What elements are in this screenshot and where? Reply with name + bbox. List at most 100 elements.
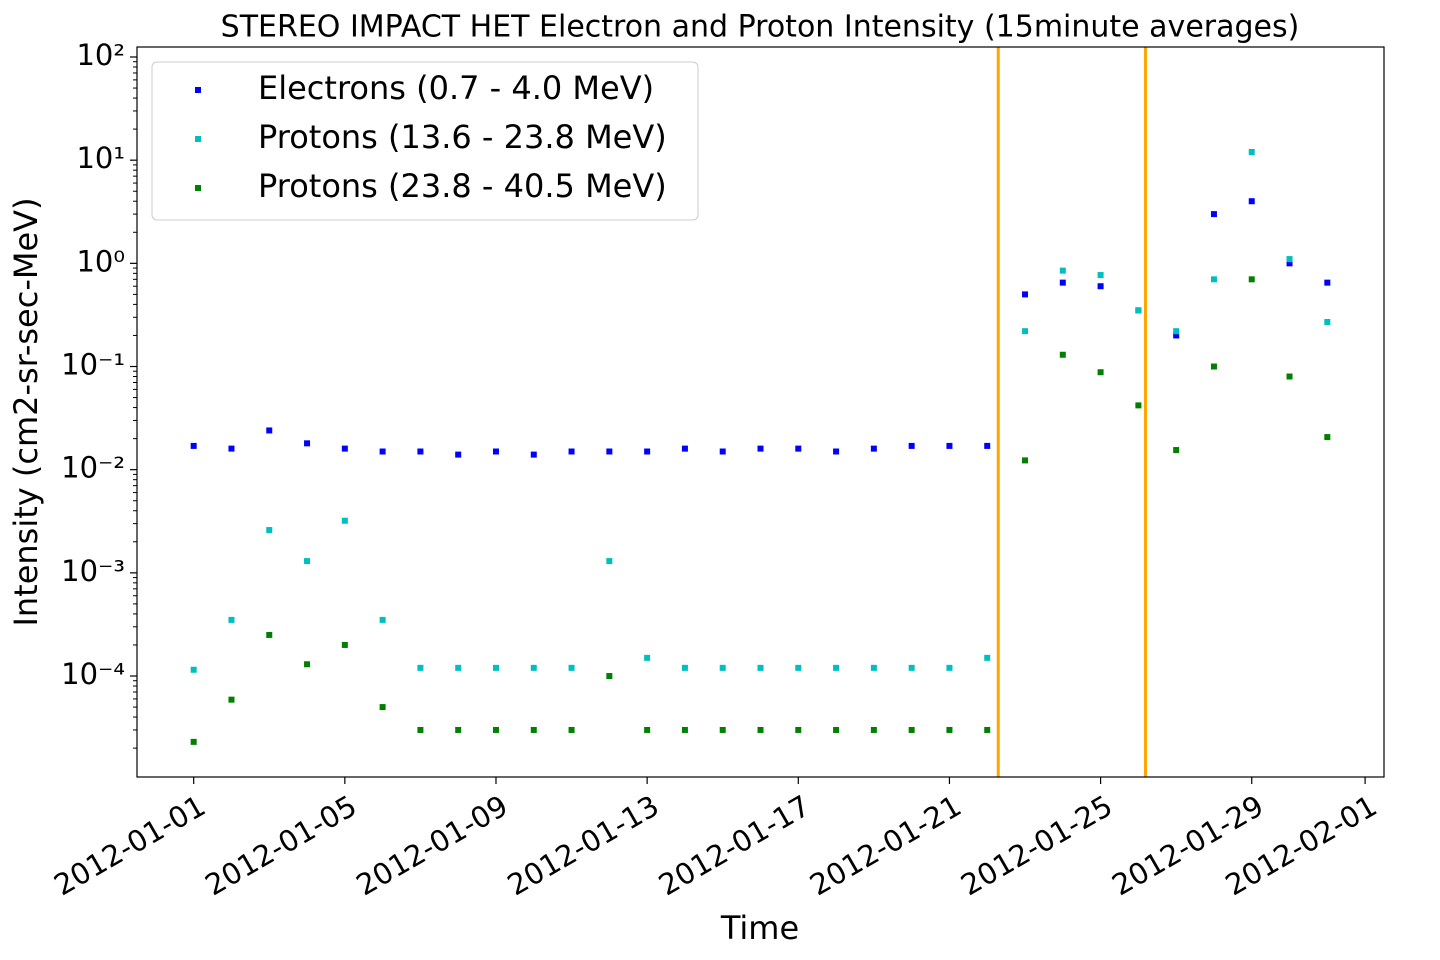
data-point	[719, 664, 726, 671]
data-point	[946, 726, 953, 733]
data-point	[530, 664, 537, 671]
y-tick-label: 10⁰	[76, 244, 125, 278]
data-point	[1022, 291, 1029, 298]
data-point	[228, 445, 235, 452]
data-point	[1097, 272, 1104, 279]
data-point	[833, 664, 840, 671]
y-tick-label: 10⁻¹	[61, 348, 125, 382]
data-point	[568, 726, 575, 733]
data-point	[341, 517, 348, 524]
data-point	[606, 558, 613, 565]
data-point	[833, 726, 840, 733]
legend-marker	[195, 185, 201, 191]
data-point	[757, 726, 764, 733]
data-point	[304, 440, 311, 447]
data-point	[1324, 434, 1331, 441]
y-tick-label: 10¹	[76, 141, 125, 175]
data-point	[870, 664, 877, 671]
data-point	[908, 726, 915, 733]
data-point	[1135, 307, 1142, 314]
data-point	[1324, 319, 1331, 326]
data-point	[795, 664, 802, 671]
data-point	[1022, 457, 1029, 464]
data-point	[266, 427, 273, 434]
data-point	[266, 527, 273, 534]
data-point	[984, 726, 991, 733]
data-point	[1324, 279, 1331, 286]
legend-box	[151, 61, 699, 221]
data-point	[228, 616, 235, 623]
data-point	[266, 631, 273, 638]
data-point	[455, 726, 462, 733]
data-point	[1248, 148, 1255, 155]
data-point	[681, 445, 688, 452]
data-point	[1286, 256, 1293, 263]
data-point	[984, 654, 991, 661]
data-point	[1210, 363, 1217, 370]
data-point	[681, 664, 688, 671]
data-point	[304, 661, 311, 668]
data-point	[1022, 328, 1029, 335]
data-point	[190, 442, 197, 449]
data-point	[492, 726, 499, 733]
data-point	[1210, 211, 1217, 218]
data-point	[492, 664, 499, 671]
data-point	[946, 664, 953, 671]
data-point	[606, 673, 613, 680]
data-point	[946, 442, 953, 449]
data-point	[1135, 402, 1142, 409]
data-point	[1286, 373, 1293, 380]
y-tick-label: 10⁻⁴	[61, 657, 125, 691]
data-point	[644, 448, 651, 455]
data-point	[379, 448, 386, 455]
data-point	[870, 445, 877, 452]
data-point	[492, 448, 499, 455]
data-point	[1248, 198, 1255, 205]
data-point	[341, 445, 348, 452]
data-point	[870, 726, 877, 733]
chart-title: STEREO IMPACT HET Electron and Proton In…	[221, 10, 1300, 45]
legend-label: Electrons (0.7 - 4.0 MeV)	[258, 69, 654, 107]
data-point	[644, 726, 651, 733]
data-point	[341, 641, 348, 648]
data-point	[606, 448, 613, 455]
data-point	[568, 448, 575, 455]
data-point	[1059, 351, 1066, 358]
plot-frame	[136, 46, 1385, 778]
y-axis-label: Intensity (cm2-sr-sec-MeV)	[7, 197, 45, 626]
data-point	[379, 704, 386, 711]
legend-label: Protons (13.6 - 23.8 MeV)	[258, 118, 667, 156]
data-point	[455, 451, 462, 458]
data-point	[833, 448, 840, 455]
data-point	[1059, 279, 1066, 286]
legend-marker	[195, 87, 201, 93]
data-point	[1173, 332, 1180, 339]
data-point	[1248, 276, 1255, 283]
legend-label: Protons (23.8 - 40.5 MeV)	[258, 167, 667, 205]
data-point	[984, 442, 991, 449]
data-point	[190, 738, 197, 745]
data-point	[304, 558, 311, 565]
x-axis-label: Time	[720, 909, 799, 947]
data-point	[417, 448, 424, 455]
y-tick-label: 10²	[76, 38, 125, 72]
data-point	[908, 664, 915, 671]
data-point	[1097, 369, 1104, 376]
data-point	[530, 451, 537, 458]
data-point	[530, 726, 537, 733]
data-point	[795, 445, 802, 452]
y-tick-label: 10⁻³	[61, 554, 125, 588]
data-point	[1059, 267, 1066, 274]
data-point	[681, 726, 688, 733]
data-point	[417, 726, 424, 733]
legend-marker	[195, 136, 201, 142]
data-point	[1173, 328, 1180, 335]
data-point	[644, 654, 651, 661]
data-point	[1173, 447, 1180, 454]
data-point	[568, 664, 575, 671]
data-point	[379, 616, 386, 623]
data-point	[757, 664, 764, 671]
data-point	[228, 696, 235, 703]
y-tick-label: 10⁻²	[61, 451, 125, 485]
